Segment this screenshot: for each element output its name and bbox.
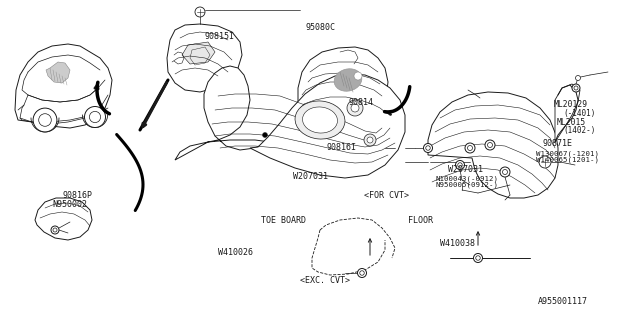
- Circle shape: [51, 226, 59, 234]
- Text: 90816I: 90816I: [326, 143, 356, 152]
- Text: <FOR CVT>: <FOR CVT>: [364, 191, 408, 200]
- Text: A955001117: A955001117: [538, 297, 588, 306]
- Text: N950002: N950002: [52, 200, 88, 209]
- Polygon shape: [428, 92, 558, 198]
- Polygon shape: [46, 62, 70, 83]
- Ellipse shape: [334, 69, 362, 91]
- Circle shape: [354, 72, 362, 80]
- Polygon shape: [15, 44, 112, 128]
- Text: (1402-): (1402-): [563, 126, 596, 135]
- Text: 95080C: 95080C: [306, 23, 336, 32]
- Circle shape: [195, 7, 205, 17]
- Text: W410038: W410038: [440, 239, 476, 248]
- Circle shape: [53, 228, 57, 232]
- Circle shape: [456, 161, 465, 170]
- Text: W130067(-1201): W130067(-1201): [536, 150, 599, 157]
- Circle shape: [38, 114, 51, 126]
- Circle shape: [488, 142, 493, 148]
- Circle shape: [474, 253, 483, 262]
- Circle shape: [84, 107, 106, 127]
- Ellipse shape: [295, 101, 345, 139]
- Circle shape: [347, 100, 363, 116]
- Circle shape: [572, 84, 580, 92]
- Circle shape: [424, 143, 433, 153]
- Circle shape: [465, 143, 475, 153]
- Text: W207031: W207031: [448, 165, 483, 174]
- Circle shape: [502, 170, 508, 174]
- Circle shape: [367, 137, 373, 143]
- Text: 90814: 90814: [349, 98, 374, 107]
- Polygon shape: [250, 74, 405, 178]
- Text: W140065(1201-): W140065(1201-): [536, 157, 599, 163]
- Circle shape: [364, 134, 376, 146]
- Polygon shape: [175, 66, 398, 162]
- Circle shape: [575, 76, 580, 81]
- Text: N100043(-0912): N100043(-0912): [435, 175, 498, 182]
- Polygon shape: [182, 42, 215, 64]
- Circle shape: [90, 111, 100, 123]
- Text: 90816P: 90816P: [63, 191, 93, 200]
- Polygon shape: [35, 198, 92, 240]
- Circle shape: [458, 163, 462, 167]
- Circle shape: [358, 268, 367, 277]
- Text: W207031: W207031: [293, 172, 328, 181]
- Polygon shape: [555, 84, 580, 142]
- Text: N950005(0912-): N950005(0912-): [435, 182, 498, 188]
- Text: ML2015: ML2015: [557, 118, 586, 127]
- Text: TOE BOARD: TOE BOARD: [261, 216, 306, 225]
- Circle shape: [33, 108, 57, 132]
- Circle shape: [476, 256, 480, 260]
- Circle shape: [360, 271, 364, 275]
- Text: ML20129: ML20129: [554, 100, 588, 109]
- Ellipse shape: [303, 107, 337, 133]
- Text: (-1401): (-1401): [563, 109, 596, 118]
- Polygon shape: [298, 47, 388, 130]
- Circle shape: [467, 146, 472, 150]
- Text: 90815I: 90815I: [205, 32, 235, 41]
- Circle shape: [500, 167, 510, 177]
- Circle shape: [574, 86, 578, 90]
- Text: FLOOR: FLOOR: [408, 216, 433, 225]
- Polygon shape: [167, 24, 242, 92]
- Circle shape: [485, 140, 495, 150]
- Circle shape: [539, 156, 551, 168]
- Text: <EXC. CVT>: <EXC. CVT>: [300, 276, 349, 285]
- Text: W410026: W410026: [218, 248, 253, 257]
- Circle shape: [351, 104, 359, 112]
- Circle shape: [426, 146, 430, 150]
- Circle shape: [262, 132, 268, 138]
- Text: 90871E: 90871E: [543, 139, 573, 148]
